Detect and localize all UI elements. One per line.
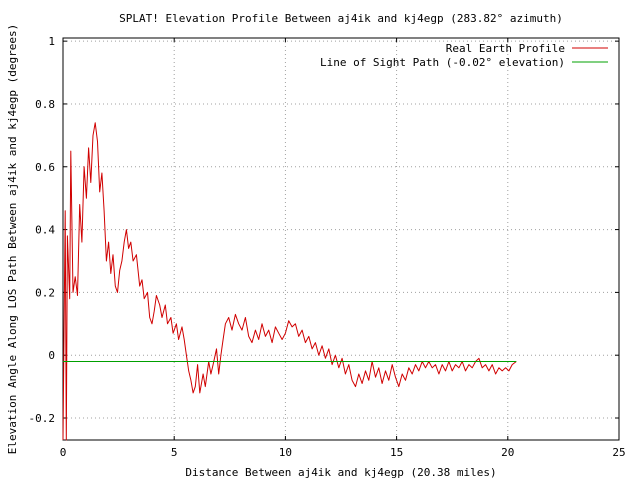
- x-tick-label: 25: [612, 446, 625, 459]
- legend-label-line-of-sight-path: Line of Sight Path (-0.02° elevation): [320, 56, 565, 69]
- y-tick-label: 1: [48, 35, 55, 48]
- y-tick-label: 0.2: [35, 286, 55, 299]
- x-axis-label: Distance Between aj4ik and kj4egp (20.38…: [185, 466, 496, 479]
- legend-label-real-earth-profile: Real Earth Profile: [446, 42, 565, 55]
- plot-frame: [62, 37, 620, 441]
- y-tick-label: 0: [48, 349, 55, 362]
- series-lines: [62, 122, 517, 441]
- legend: Real Earth Profile Line of Sight Path (-…: [320, 42, 608, 69]
- axis-ticks: [62, 38, 620, 440]
- y-tick-label: 0.4: [35, 224, 55, 237]
- x-tick-label: 15: [390, 446, 403, 459]
- x-tick-label: 0: [60, 446, 67, 459]
- x-tick-label: 20: [501, 446, 514, 459]
- y-tick-label: -0.2: [29, 412, 56, 425]
- grid-lines: [63, 38, 619, 440]
- y-tick-label: 0.6: [35, 161, 55, 174]
- tick-labels: 0 5 10 15 20 25 -0.2 0 0.2 0.4 0.6 0.8 1: [29, 35, 626, 459]
- y-axis-label: Elevation Angle Along LOS Path Between a…: [6, 24, 19, 454]
- x-tick-label: 10: [279, 446, 292, 459]
- chart-title: SPLAT! Elevation Profile Between aj4ik a…: [119, 12, 563, 25]
- real-earth-profile-line: [62, 122, 517, 441]
- x-tick-label: 5: [171, 446, 178, 459]
- y-tick-label: 0.8: [35, 98, 55, 111]
